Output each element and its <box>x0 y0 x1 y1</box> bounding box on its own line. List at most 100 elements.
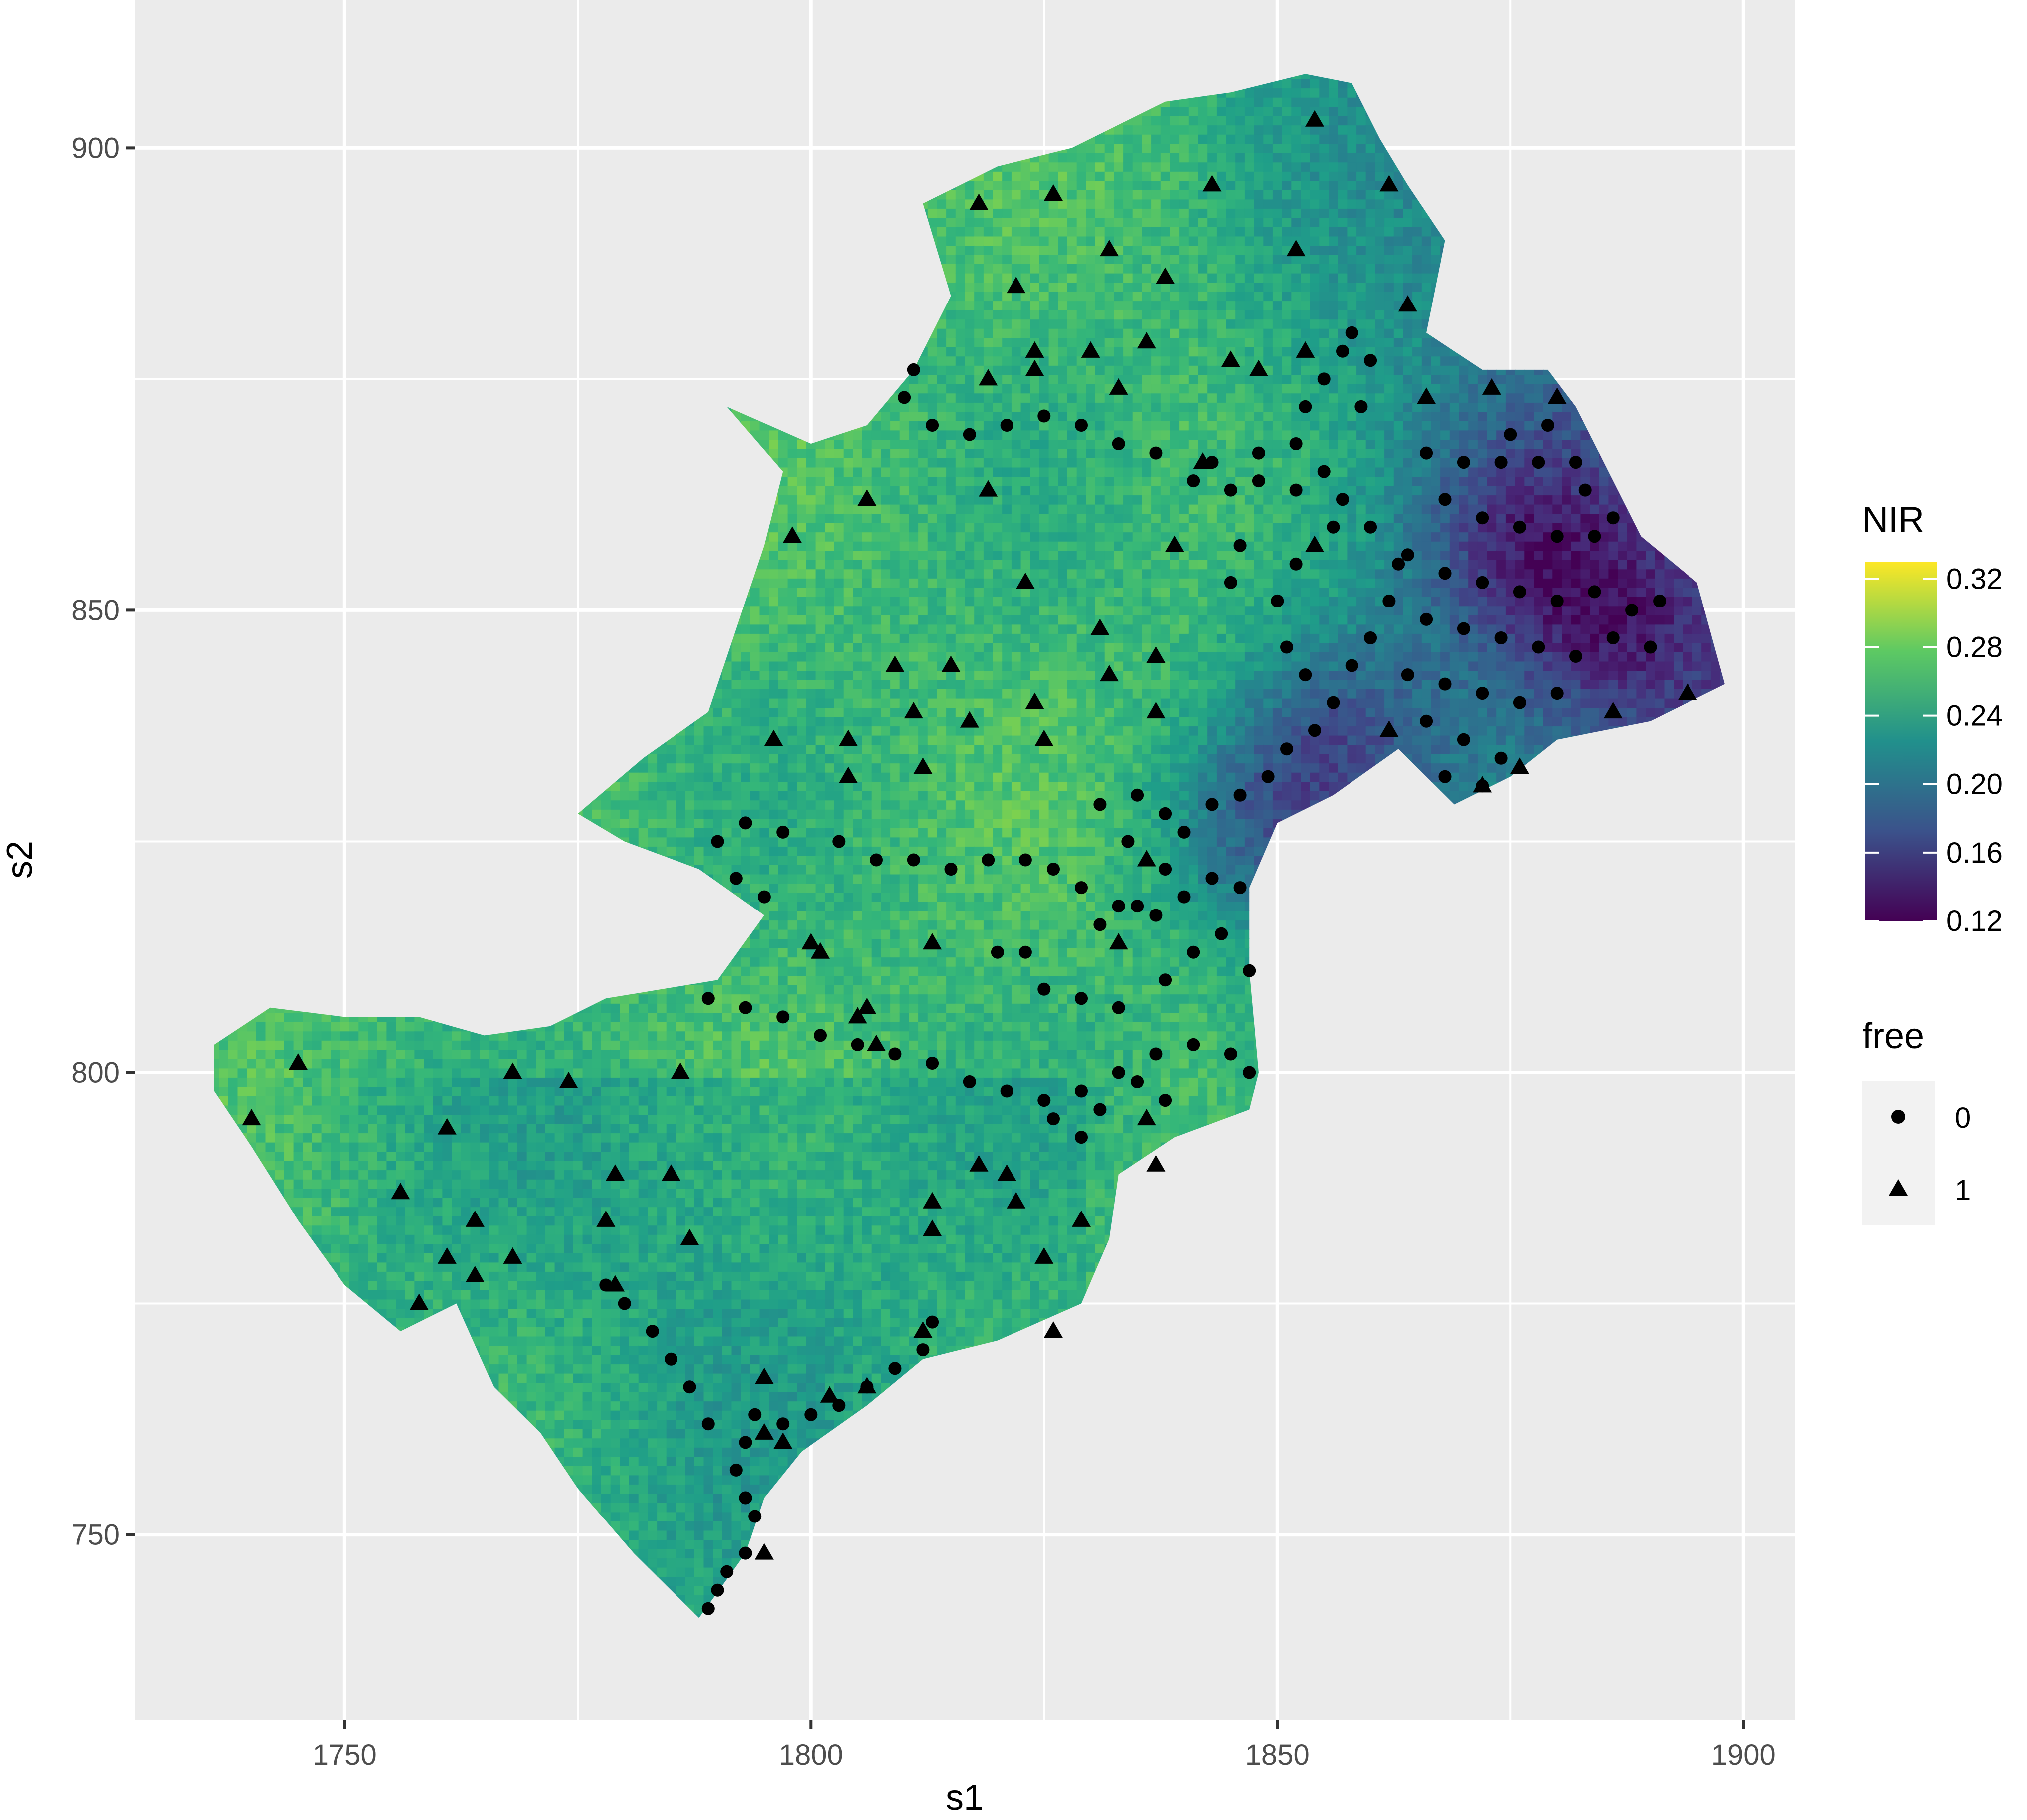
raster-cell <box>321 1049 332 1059</box>
raster-cell <box>293 1170 304 1180</box>
raster-cell <box>214 1086 220 1096</box>
raster-cell <box>424 1123 434 1134</box>
raster-cell <box>284 1132 294 1143</box>
raster-cell <box>275 1021 285 1032</box>
raster-cell <box>452 1086 462 1096</box>
raster-cell <box>386 1215 397 1226</box>
raster-cell <box>433 1289 443 1300</box>
raster-cell <box>228 1077 238 1087</box>
raster-cell <box>256 1132 266 1143</box>
raster-cell <box>405 1068 415 1078</box>
raster-cell <box>452 1243 462 1253</box>
raster-cell <box>405 1151 415 1161</box>
raster-cell <box>442 1086 453 1096</box>
raster-cell <box>284 1142 294 1152</box>
raster-cell <box>452 1262 462 1272</box>
raster-cell <box>452 1105 462 1115</box>
raster-cell <box>396 1077 406 1087</box>
raster-cell <box>331 1068 341 1078</box>
raster-cell <box>470 1058 481 1069</box>
raster-cell <box>358 1170 369 1180</box>
raster-cell <box>396 1151 406 1161</box>
raster-cell <box>265 1068 276 1078</box>
raster-cell <box>470 1308 481 1318</box>
raster-cell <box>358 1160 369 1171</box>
raster-cell <box>386 1299 397 1309</box>
raster-cell <box>405 1179 415 1189</box>
raster-cell <box>321 1160 332 1171</box>
raster-cell <box>386 1243 397 1253</box>
raster-cell <box>480 1132 490 1143</box>
raster-cell <box>331 1170 341 1180</box>
raster-cell <box>275 1086 285 1096</box>
raster-cell <box>433 1207 443 1216</box>
raster-cell <box>480 1188 490 1198</box>
raster-cell <box>340 1049 350 1059</box>
raster-cell <box>414 1095 425 1106</box>
raster-cell <box>312 1170 322 1180</box>
raster-cell <box>405 1077 415 1087</box>
raster-cell <box>442 1262 453 1272</box>
raster-cell <box>461 1142 471 1152</box>
raster-cell <box>303 1170 313 1180</box>
raster-cell <box>237 1077 248 1087</box>
raster-cell <box>405 1215 415 1226</box>
raster-cell <box>405 1160 415 1171</box>
raster-cell <box>247 1068 257 1078</box>
raster-cell <box>461 1188 471 1198</box>
raster-cell <box>368 1077 378 1087</box>
raster-cell <box>349 1086 359 1096</box>
raster-cell <box>442 1058 453 1069</box>
raster-cell <box>321 1188 332 1198</box>
raster-cell <box>219 1058 229 1069</box>
raster-cell <box>331 1197 341 1208</box>
raster-cell <box>349 1188 359 1198</box>
raster-cell <box>480 1077 490 1087</box>
raster-cell <box>442 1077 453 1087</box>
raster-cell <box>331 1049 341 1059</box>
raster-cell <box>377 1271 387 1281</box>
raster-cell <box>303 1086 313 1096</box>
raster-cell <box>284 1105 294 1115</box>
raster-cell <box>433 1021 443 1032</box>
raster-cell <box>480 1345 490 1355</box>
raster-cell <box>377 1179 387 1189</box>
raster-cell <box>405 1114 415 1124</box>
raster-cell <box>480 1095 490 1106</box>
raster-cell <box>247 1132 257 1143</box>
raster-cell <box>433 1086 443 1096</box>
raster-cell <box>265 1095 276 1106</box>
raster-cell <box>312 1151 322 1161</box>
raster-cell <box>461 1252 471 1263</box>
raster-cell <box>256 1068 266 1078</box>
raster-cell <box>284 1049 294 1059</box>
raster-cell <box>349 1262 359 1272</box>
raster-cell <box>377 1132 387 1143</box>
raster-cell <box>331 1252 341 1263</box>
raster-cell <box>284 1151 294 1161</box>
raster-cell <box>214 1058 220 1069</box>
raster-cell <box>405 1207 415 1216</box>
raster-cell <box>433 1197 443 1208</box>
raster-cell <box>405 1123 415 1134</box>
raster-cell <box>358 1132 369 1143</box>
raster-cell <box>293 1160 304 1171</box>
raster-cell <box>452 1234 462 1244</box>
raster-cell <box>414 1280 425 1290</box>
raster-cell <box>470 1095 481 1106</box>
raster-cell <box>293 1207 304 1216</box>
raster-cell <box>461 1179 471 1189</box>
raster-cell <box>368 1170 378 1180</box>
raster-cell <box>414 1170 425 1180</box>
raster-cell <box>414 1142 425 1152</box>
raster-cell <box>331 1105 341 1115</box>
raster-cell <box>303 1179 313 1189</box>
raster-cell <box>312 1142 322 1152</box>
raster-cell <box>321 1207 332 1216</box>
raster-cell <box>331 1095 341 1106</box>
raster-cell <box>461 1151 471 1161</box>
raster-cell <box>321 1225 332 1235</box>
raster-cell <box>480 1225 490 1235</box>
raster-cell <box>340 1243 350 1253</box>
raster-cell <box>275 1179 285 1189</box>
